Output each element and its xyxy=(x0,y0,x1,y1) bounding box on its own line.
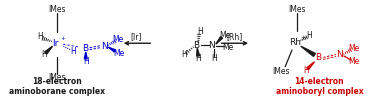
Text: Ir: Ir xyxy=(52,39,59,48)
Text: H: H xyxy=(195,54,201,63)
Text: H: H xyxy=(37,32,43,41)
Polygon shape xyxy=(197,48,200,56)
Text: N: N xyxy=(101,42,108,51)
Polygon shape xyxy=(307,62,314,70)
Text: Me: Me xyxy=(222,43,233,52)
Text: Me: Me xyxy=(112,35,124,44)
Text: IMes: IMes xyxy=(273,67,290,76)
Text: IMes: IMes xyxy=(288,4,306,13)
Text: B: B xyxy=(193,41,199,50)
Text: +: + xyxy=(301,35,305,40)
Polygon shape xyxy=(108,47,116,52)
Polygon shape xyxy=(216,37,223,44)
Polygon shape xyxy=(301,46,315,56)
Text: H: H xyxy=(303,66,308,75)
Polygon shape xyxy=(84,52,87,59)
Text: H: H xyxy=(197,27,203,36)
Text: Me: Me xyxy=(348,57,359,66)
Text: N: N xyxy=(336,51,343,59)
Text: H: H xyxy=(70,47,76,56)
Text: H: H xyxy=(41,51,46,59)
Text: H: H xyxy=(181,51,187,59)
Text: IMes: IMes xyxy=(49,73,66,82)
Text: H: H xyxy=(307,31,313,40)
Text: N: N xyxy=(209,41,215,50)
Text: Me: Me xyxy=(113,48,125,57)
Text: IMes: IMes xyxy=(49,4,66,13)
Text: Rh: Rh xyxy=(289,38,301,47)
Text: H: H xyxy=(83,57,89,66)
Text: B: B xyxy=(315,53,321,62)
Text: 18-electron
aminoborane complex: 18-electron aminoborane complex xyxy=(9,77,105,96)
Text: 14-electron
aminoboryl complex: 14-electron aminoboryl complex xyxy=(276,77,363,96)
Text: H: H xyxy=(211,54,217,63)
Text: [Rh]: [Rh] xyxy=(226,32,242,41)
Text: +: + xyxy=(60,36,65,41)
Text: [Ir]: [Ir] xyxy=(131,32,143,41)
Polygon shape xyxy=(45,46,53,54)
Text: B: B xyxy=(82,44,88,53)
Text: Me: Me xyxy=(219,31,230,40)
Text: Me: Me xyxy=(348,44,359,53)
